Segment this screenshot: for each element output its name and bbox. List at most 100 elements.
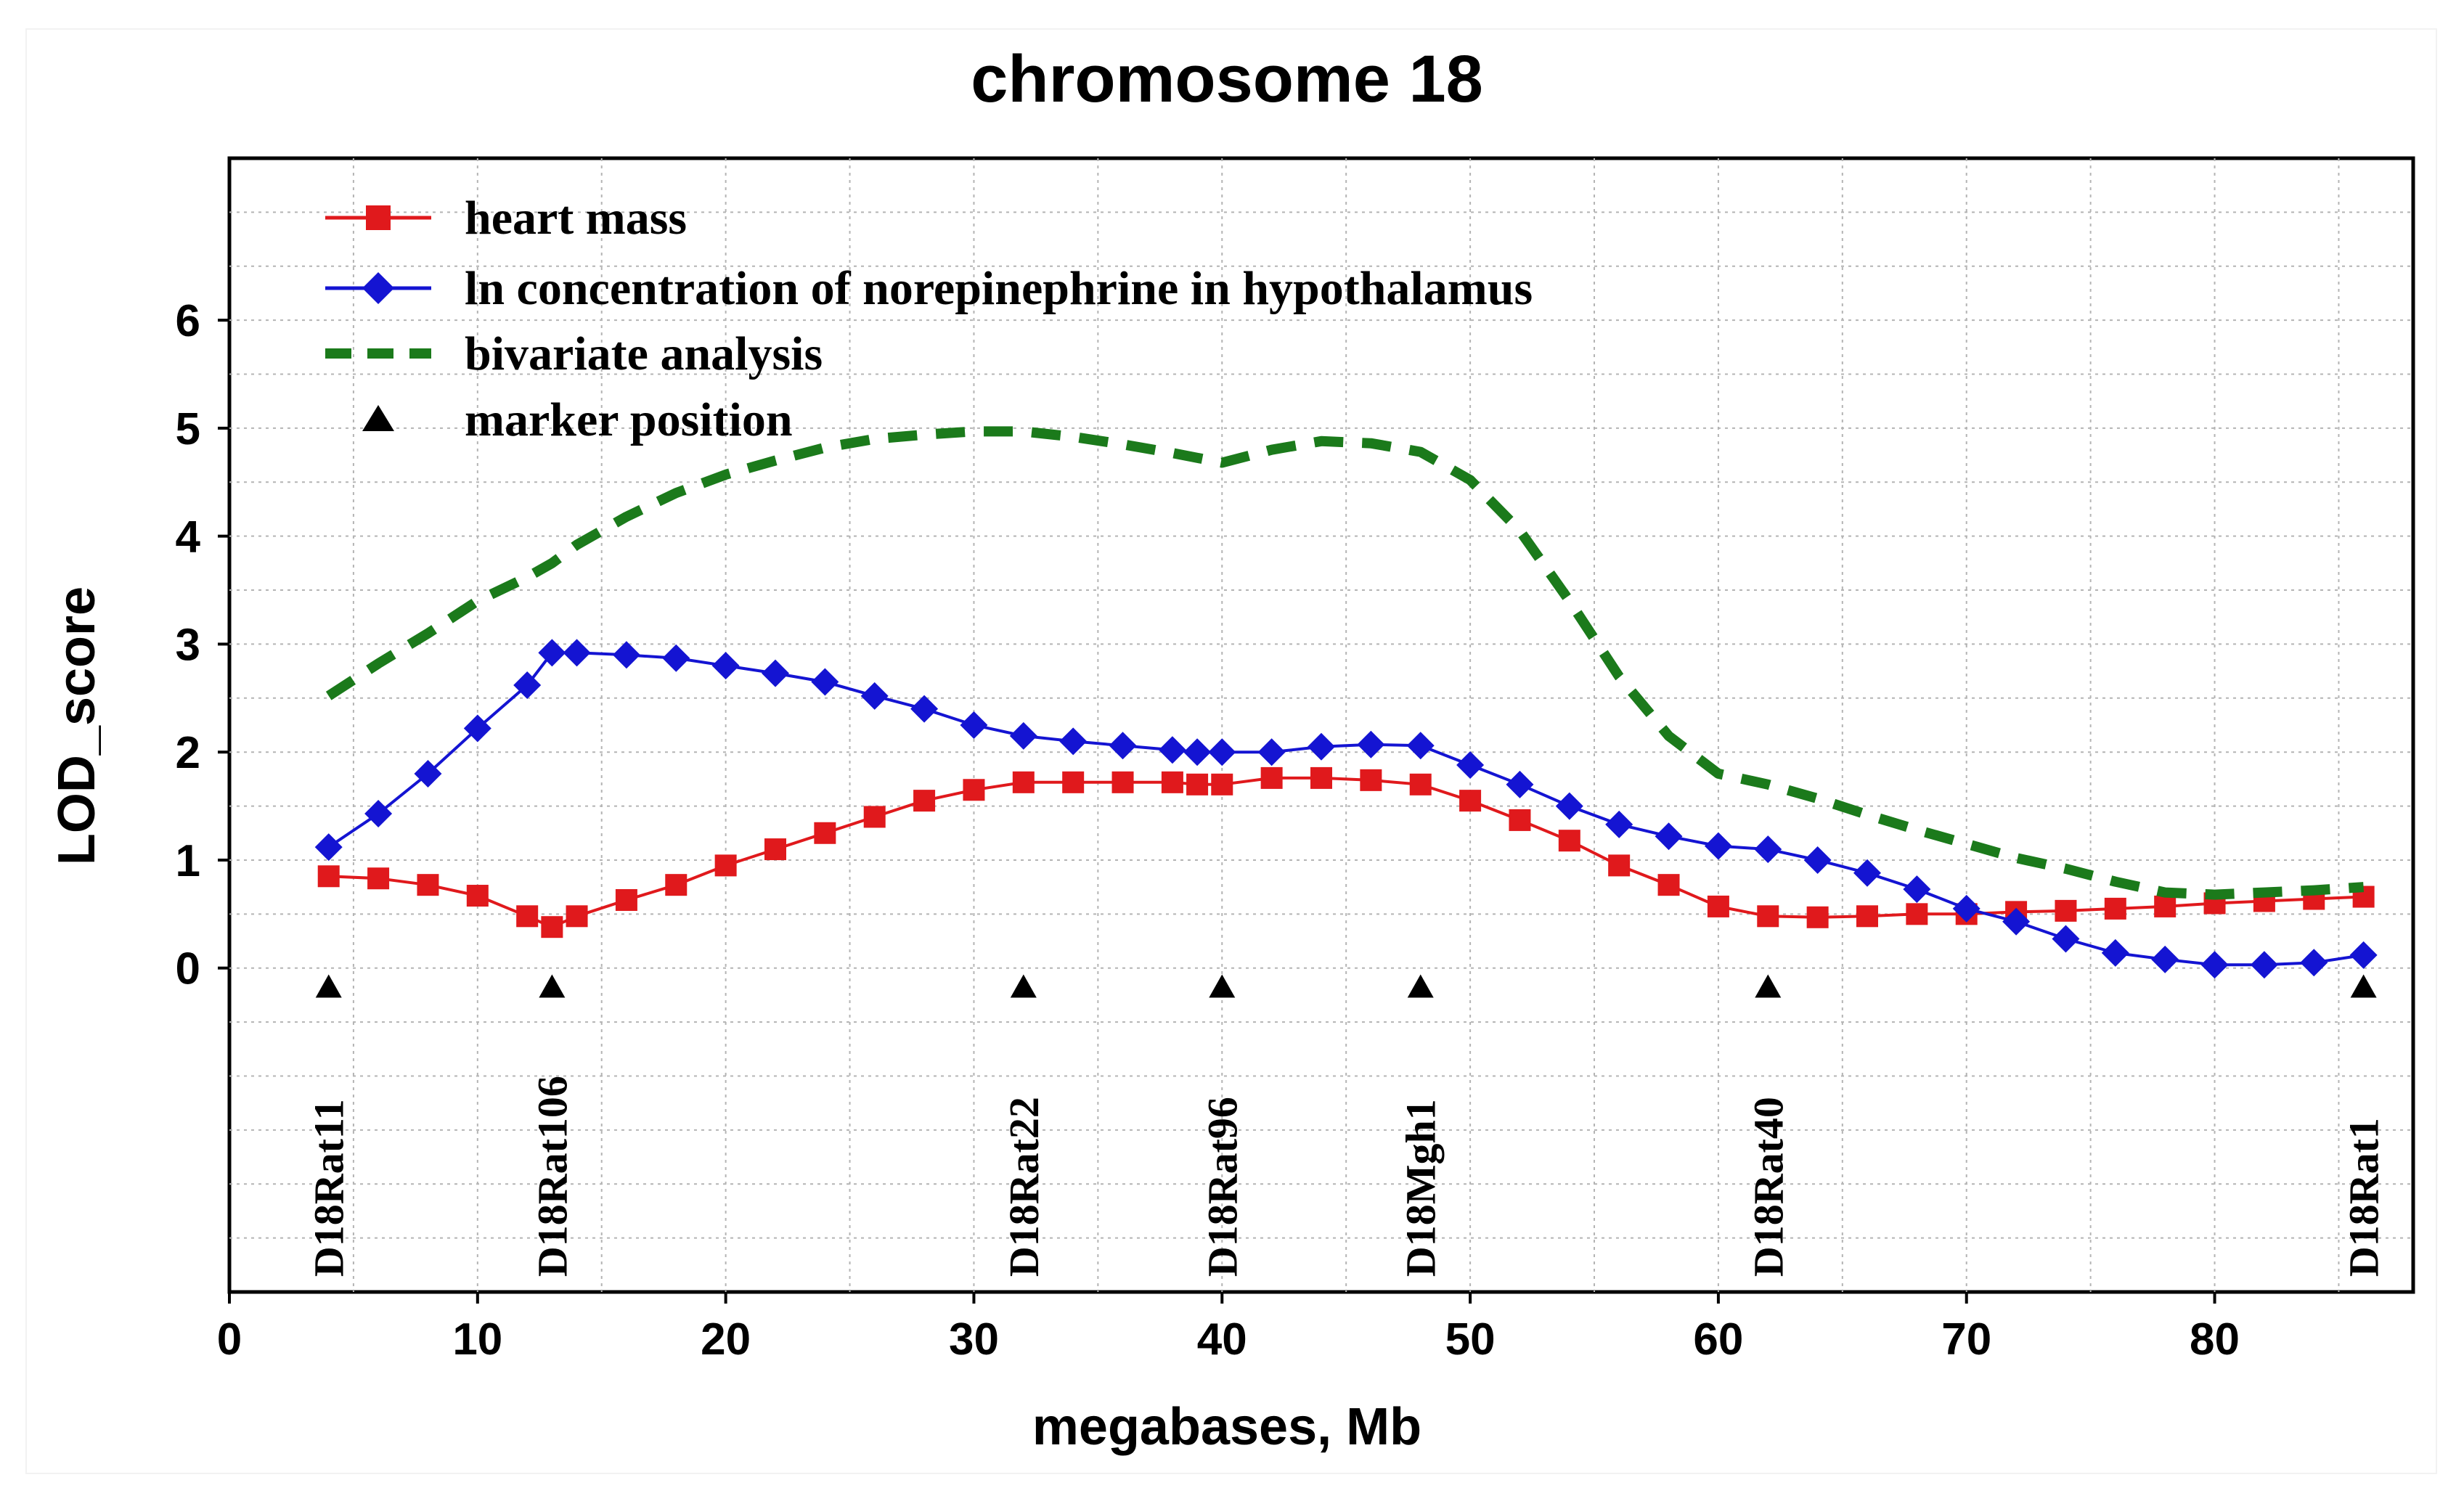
data-point-heart-mass [1111, 771, 1134, 793]
data-point-heart-mass [1360, 769, 1382, 791]
legend-label-bivariate: bivariate analysis [465, 327, 823, 380]
y-tick-label: 5 [176, 404, 200, 454]
chart-title: chromosome 18 [971, 42, 1483, 116]
axes: 0 10 20 30 40 50 60 70 80 0 1 2 3 4 5 6 [176, 296, 2240, 1365]
legend-label-marker-position: marker position [465, 393, 793, 446]
data-point-norepinephrine [762, 659, 789, 687]
x-tick-label: 60 [1693, 1314, 1743, 1365]
marker-triangle [2350, 974, 2377, 998]
plot-border [227, 156, 2415, 1294]
data-point-heart-mass [317, 865, 340, 888]
series-line-bivariate [325, 426, 2365, 900]
data-point-norepinephrine [811, 668, 839, 696]
marker-label: D18Rat40 [1745, 1097, 1792, 1277]
data-point-norepinephrine [612, 641, 640, 669]
data-point-norepinephrine [1059, 727, 1088, 756]
data-point-heart-mass [1310, 766, 1332, 789]
data-point-heart-mass [764, 838, 786, 861]
data-point-heart-mass [714, 854, 737, 877]
y-tick-label: 2 [176, 728, 200, 778]
data-point-heart-mass [516, 905, 539, 928]
data-point-heart-mass [466, 885, 489, 907]
data-point-heart-mass [1211, 773, 1233, 796]
y-axis-label: LOD_score [48, 586, 106, 865]
x-tick-label: 80 [2190, 1314, 2240, 1365]
series-layer [314, 426, 2378, 979]
data-point-norepinephrine [2052, 925, 2080, 953]
data-point-norepinephrine [2250, 951, 2278, 979]
legend-square-marker [366, 205, 391, 230]
marker-label: D18Rat22 [1000, 1097, 1048, 1277]
marker-layer: D18Rat11 D18Rat106 D18Rat22 D18Rat96 D18Mgh1… [306, 974, 2388, 1277]
marker-triangle [1209, 974, 1236, 998]
data-point-norepinephrine [1803, 846, 1832, 874]
data-point-norepinephrine [1704, 832, 1732, 860]
data-point-norepinephrine [662, 644, 690, 672]
marker-label: D18Rat11 [306, 1099, 353, 1277]
x-tick-label: 40 [1197, 1314, 1247, 1365]
marker-label: D18Mgh1 [1398, 1099, 1445, 1277]
data-point-heart-mass [1409, 773, 1432, 796]
data-point-norepinephrine [414, 759, 442, 788]
data-point-norepinephrine [1853, 859, 1881, 887]
data-point-heart-mass [2104, 897, 2126, 920]
data-point-norepinephrine [2002, 907, 2031, 936]
legend-label-heart-mass: heart mass [465, 192, 687, 245]
data-point-norepinephrine [1009, 721, 1037, 750]
data-point-heart-mass [913, 790, 936, 812]
data-point-norepinephrine [860, 682, 889, 710]
data-point-norepinephrine [1308, 732, 1335, 761]
data-point-norepinephrine [1208, 738, 1236, 766]
data-point-norepinephrine [1456, 751, 1485, 780]
data-point-heart-mass [1608, 854, 1631, 877]
data-point-heart-mass [2154, 895, 2177, 917]
data-point-norepinephrine [1183, 738, 1212, 766]
outer-frame [25, 28, 2437, 1474]
marker-label: D18Rat106 [529, 1076, 576, 1277]
data-point-norepinephrine [463, 714, 491, 743]
marker-label: D18Rat96 [1199, 1097, 1246, 1277]
data-point-norepinephrine [364, 799, 393, 827]
data-point-heart-mass [1062, 771, 1085, 793]
data-point-norepinephrine [563, 639, 591, 667]
data-point-norepinephrine [2300, 949, 2328, 977]
y-tick-label: 3 [176, 620, 200, 670]
data-point-norepinephrine [910, 695, 939, 723]
data-point-heart-mass [417, 874, 439, 896]
data-point-heart-mass [1558, 830, 1580, 852]
data-point-norepinephrine [1555, 792, 1583, 820]
data-point-heart-mass [863, 806, 886, 828]
x-tick-label: 70 [1941, 1314, 1991, 1365]
data-point-norepinephrine [1754, 835, 1782, 864]
data-point-heart-mass [615, 888, 637, 911]
x-tick-label: 30 [949, 1314, 999, 1365]
data-point-norepinephrine [2101, 938, 2129, 967]
marker-triangle [1010, 974, 1037, 998]
data-point-heart-mass [541, 916, 563, 938]
data-point-heart-mass [665, 874, 688, 896]
data-point-heart-mass [1012, 771, 1035, 793]
y-tick-label: 0 [176, 944, 200, 994]
data-point-heart-mass [367, 867, 390, 890]
data-point-norepinephrine [513, 671, 542, 699]
data-point-norepinephrine [1655, 822, 1683, 851]
x-tick-label: 10 [452, 1314, 502, 1365]
x-tick-label: 20 [701, 1314, 751, 1365]
legend-triangle-marker [362, 405, 394, 431]
data-point-norepinephrine [1257, 738, 1286, 766]
data-point-norepinephrine [711, 652, 740, 680]
y-tick-label: 6 [176, 296, 200, 346]
y-tick-label: 1 [176, 836, 200, 886]
marker-triangle [539, 974, 566, 998]
data-point-heart-mass [1906, 903, 1928, 925]
data-point-norepinephrine [1605, 810, 1633, 838]
legend-label-norepinephrine: ln concentration of norepinephrine in hy… [465, 262, 1533, 315]
data-point-norepinephrine [1357, 730, 1385, 758]
y-tick-label: 4 [176, 512, 201, 563]
data-point-heart-mass [2055, 899, 2077, 922]
data-point-norepinephrine [1406, 732, 1435, 760]
data-point-heart-mass [1459, 790, 1482, 812]
data-point-norepinephrine [1109, 732, 1137, 760]
data-point-heart-mass [1509, 809, 1531, 831]
